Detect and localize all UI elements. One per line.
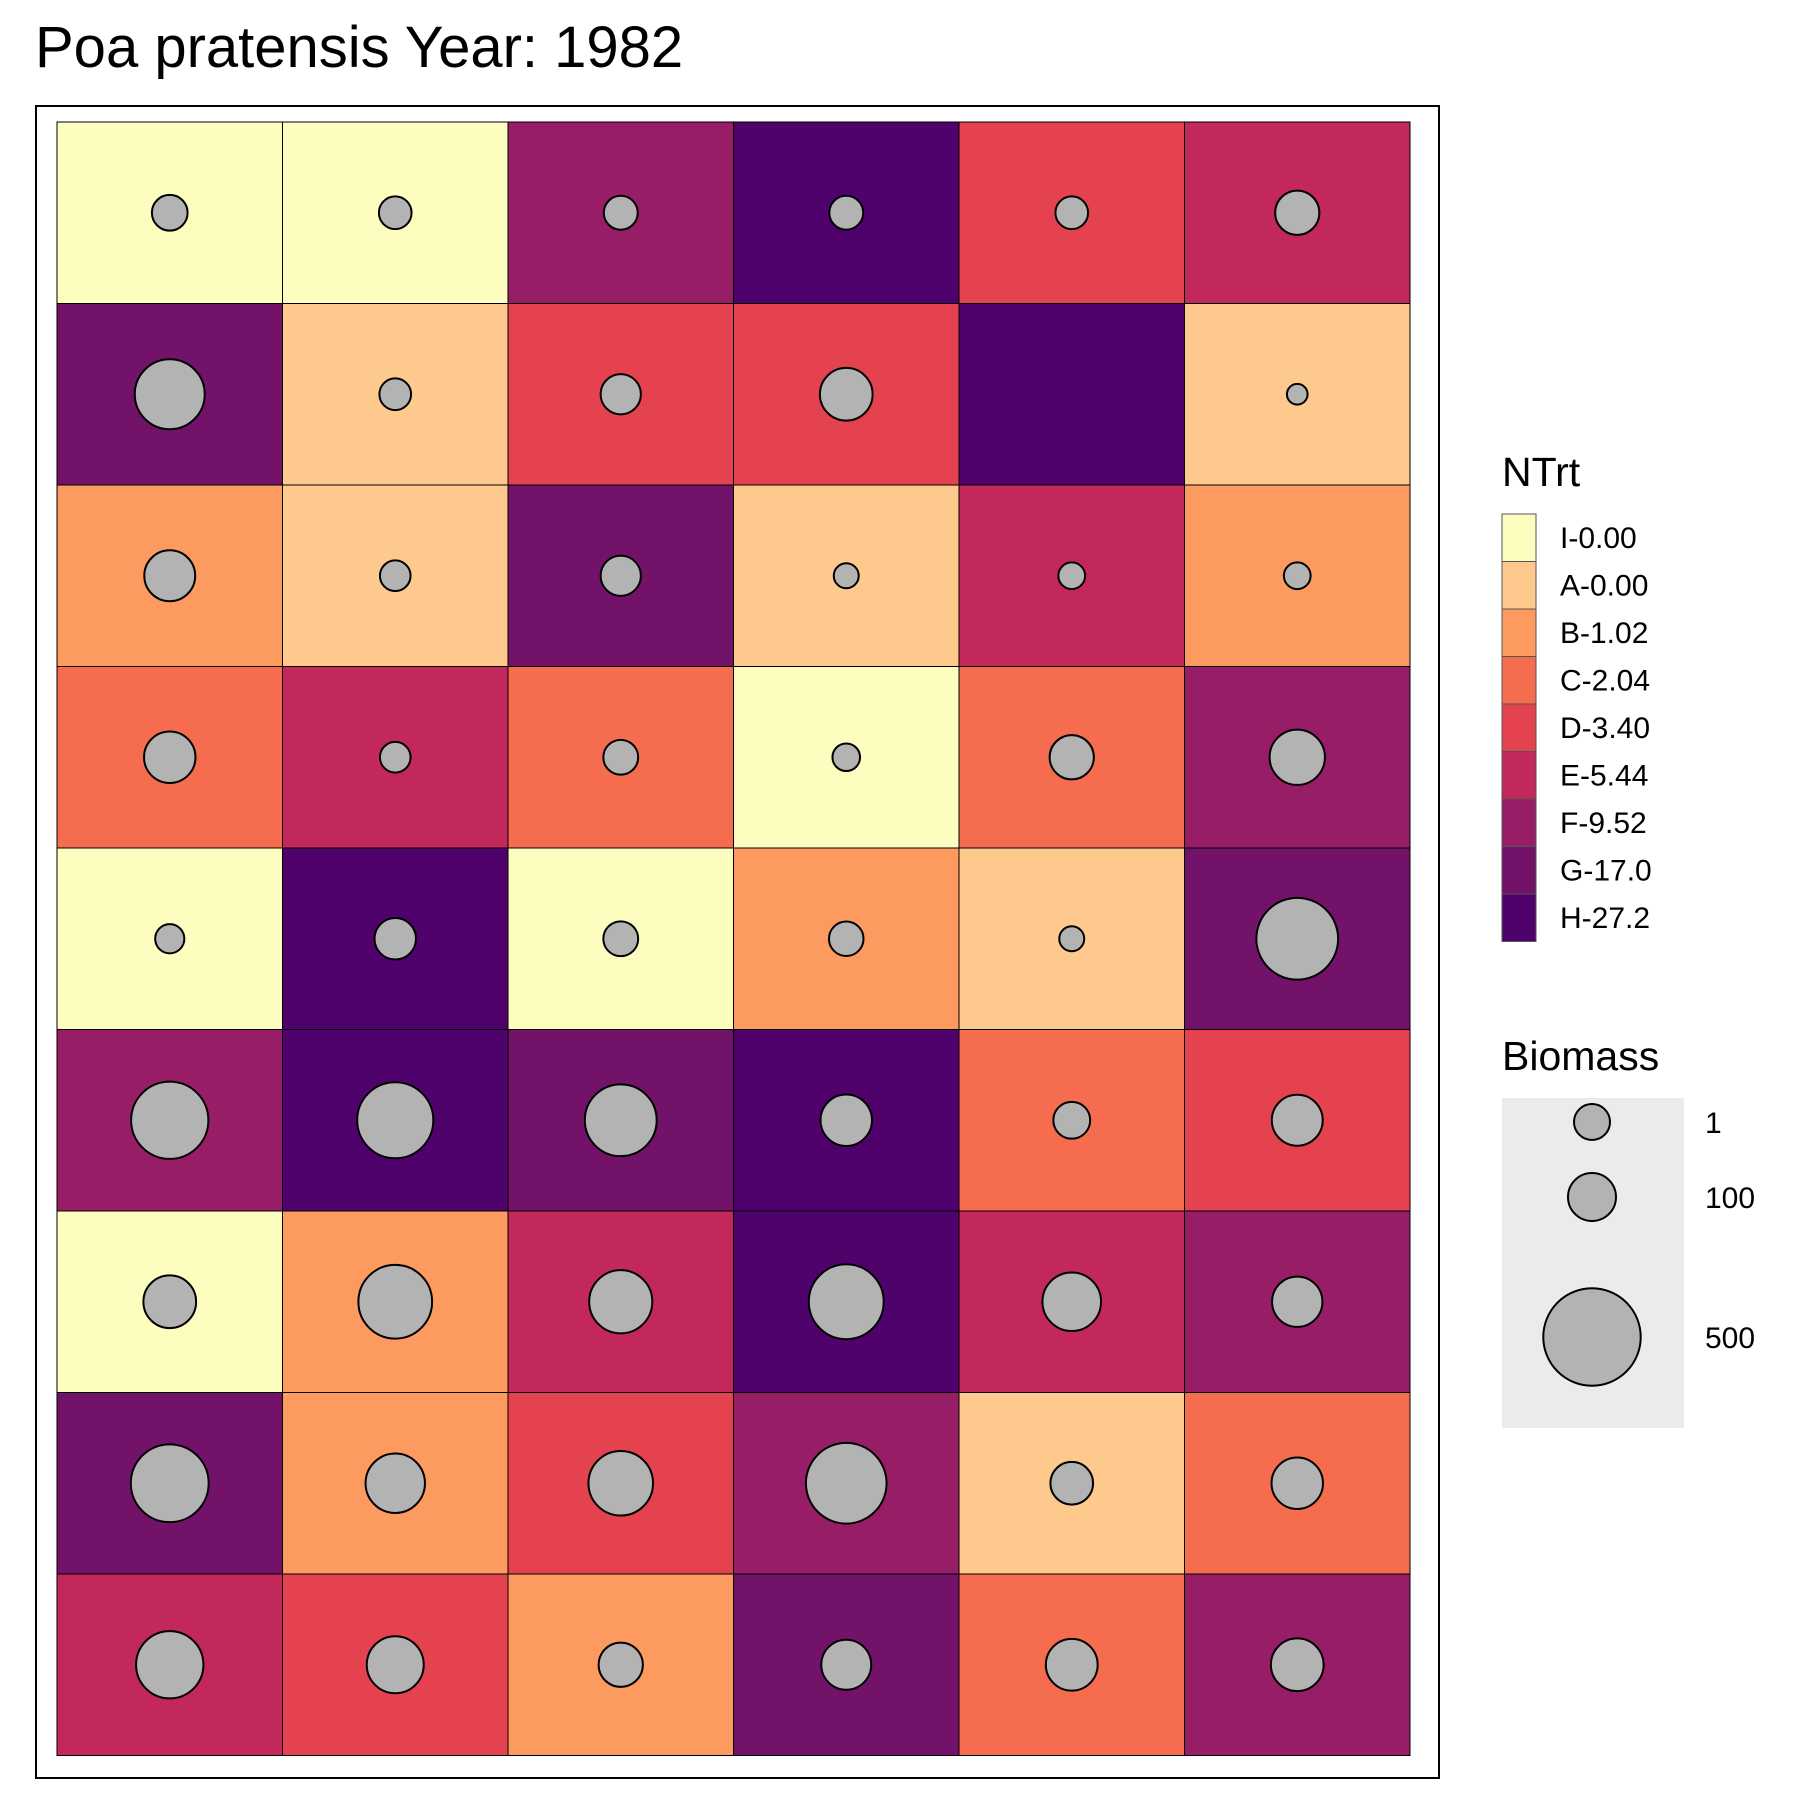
fill-legend-label-4: C-2.04 — [1560, 664, 1650, 697]
fill-legend-key-1 — [1501, 513, 1537, 562]
point-r8-c5 — [1049, 1460, 1095, 1506]
point-r8-c6 — [1270, 1456, 1324, 1510]
chart-title: Poa pratensis Year: 1982 — [35, 15, 684, 80]
point-r4-c1 — [143, 730, 197, 784]
point-r7-c4 — [807, 1263, 885, 1341]
point-r8-c3 — [587, 1449, 655, 1517]
point-r9-c6 — [1269, 1637, 1325, 1693]
point-r9-c2 — [365, 1635, 425, 1695]
point-r6-c3 — [583, 1083, 658, 1158]
point-r9-c4 — [820, 1638, 873, 1691]
fill-legend-key-9 — [1501, 893, 1537, 942]
point-r3-c1 — [143, 549, 197, 603]
point-r5-c6 — [1255, 896, 1340, 981]
point-r2-c3 — [599, 373, 642, 416]
point-r1-c2 — [377, 195, 413, 231]
point-r3-c4 — [832, 562, 860, 590]
size-legend-circle-2 — [1567, 1172, 1617, 1222]
point-r6-c4 — [819, 1093, 873, 1147]
point-r7-c5 — [1041, 1271, 1103, 1333]
fill-legend-title: NTrt — [1502, 449, 1581, 495]
fill-legend-label-1: I-0.00 — [1560, 522, 1637, 555]
point-r5-c3 — [602, 920, 640, 958]
fill-legend-key-8 — [1501, 846, 1537, 895]
size-legend-title: Biomass — [1502, 1033, 1659, 1079]
point-r2-c2 — [378, 377, 413, 412]
point-r5-c4 — [827, 920, 865, 958]
point-r1-c5 — [1054, 195, 1090, 231]
point-r4-c5 — [1048, 734, 1095, 781]
fill-legend-label-3: B-1.02 — [1560, 617, 1648, 650]
point-r7-c2 — [357, 1263, 434, 1340]
panel-border — [35, 105, 1440, 1779]
size-legend-label-3: 500 — [1705, 1322, 1755, 1355]
point-r2-c4 — [818, 366, 874, 422]
size-legend-circle-1 — [1573, 1103, 1611, 1141]
size-legend: 1 100 500 — [1502, 1098, 1755, 1428]
point-r5-c2 — [373, 917, 417, 961]
point-r1-c6 — [1274, 189, 1321, 236]
tile-r2-c5 — [958, 303, 1185, 486]
fill-legend-label-9: H-27.2 — [1560, 902, 1650, 935]
point-r1-c3 — [602, 194, 639, 231]
fill-legend-label-8: G-17.0 — [1560, 854, 1652, 887]
tile-r3-c2 — [282, 484, 509, 667]
point-r3-c5 — [1057, 561, 1087, 591]
fill-legend-label-6: E-5.44 — [1560, 759, 1648, 792]
point-r9-c1 — [135, 1630, 205, 1700]
fill-legend-key-5 — [1501, 703, 1537, 752]
fill-legend-key-7 — [1501, 798, 1537, 847]
point-r3-c6 — [1282, 561, 1312, 591]
point-r5-c1 — [154, 923, 186, 955]
point-r8-c4 — [804, 1441, 888, 1525]
fill-legend-key-4 — [1501, 656, 1537, 705]
fill-legend-label-2: A-0.00 — [1560, 569, 1648, 602]
point-r4-c3 — [602, 738, 640, 776]
point-r8-c1 — [129, 1443, 210, 1524]
point-r7-c6 — [1271, 1275, 1324, 1328]
point-r4-c6 — [1268, 728, 1326, 786]
point-r6-c5 — [1052, 1100, 1092, 1140]
fill-legend-label-5: D-3.40 — [1560, 712, 1650, 745]
point-r4-c2 — [378, 740, 412, 774]
fill-legend: I-0.00 A-0.00 B-1.02 C-2.04 D-3.40 E-5.44 F-9.… — [1501, 513, 1652, 942]
point-r5-c5 — [1058, 925, 1086, 953]
point-r4-c4 — [831, 742, 862, 773]
point-r6-c2 — [356, 1081, 435, 1160]
point-r6-c1 — [130, 1080, 210, 1160]
point-r9-c3 — [597, 1641, 644, 1688]
size-legend-label-2: 100 — [1705, 1182, 1755, 1215]
fill-legend-label-7: F-9.52 — [1560, 807, 1647, 840]
fill-legend-key-6 — [1501, 751, 1537, 800]
point-r1-c4 — [828, 194, 865, 231]
point-r2-c6 — [1285, 382, 1309, 406]
point-r8-c2 — [364, 1452, 426, 1514]
point-r2-c1 — [133, 358, 206, 431]
points-layer — [129, 189, 1340, 1700]
point-r6-c6 — [1270, 1093, 1324, 1147]
size-legend-label-1: 1 — [1705, 1107, 1722, 1140]
tiles-layer — [56, 121, 1411, 1756]
point-r3-c2 — [378, 559, 412, 593]
tile-r4-c4 — [733, 666, 960, 849]
point-r7-c3 — [588, 1269, 654, 1335]
point-r3-c3 — [599, 554, 642, 597]
point-r7-c1 — [142, 1274, 198, 1330]
fill-legend-key-3 — [1501, 608, 1537, 657]
point-r1-c1 — [150, 193, 189, 232]
fill-legend-key-2 — [1501, 561, 1537, 610]
point-r9-c5 — [1044, 1637, 1099, 1692]
size-legend-circle-3 — [1542, 1287, 1642, 1387]
